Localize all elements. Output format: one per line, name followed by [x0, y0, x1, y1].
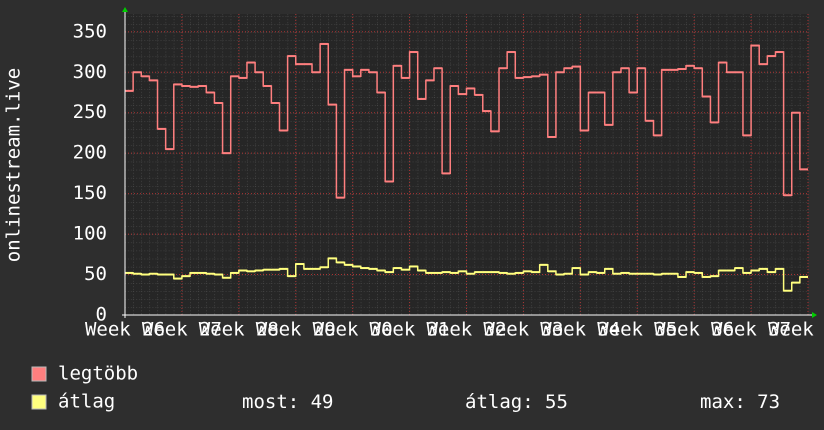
x-tick-label: Week 38 [768, 319, 824, 341]
x-tick-label: Week 36 [654, 319, 734, 341]
x-tick-label: Week 35 [597, 319, 677, 341]
y-tick-label: 200 [73, 142, 107, 164]
x-tick-label: Week 37 [711, 319, 791, 341]
plot [124, 14, 809, 316]
y-axis-title: onlinestream.live [3, 68, 25, 262]
stat-label: átlag: [465, 391, 534, 413]
x-tick-label: Week 29 [256, 319, 336, 341]
x-tick-label: Week 34 [540, 319, 620, 341]
x-tick-label: Week 30 [313, 319, 393, 341]
stat-value: 73 [757, 391, 780, 413]
stat-value: 49 [311, 391, 334, 413]
x-tick-label: Week 32 [426, 319, 506, 341]
legend-swatch [31, 394, 47, 410]
x-tick-label: Week 31 [370, 319, 450, 341]
x-tick-label: Week 26 [85, 319, 165, 341]
legend-label: átlag [58, 391, 115, 413]
stat: most: 49 [242, 391, 333, 413]
y-tick-label: 100 [73, 223, 107, 245]
x-tick-label: Week 33 [483, 319, 563, 341]
y-tick-label: 150 [73, 182, 107, 204]
y-arrow [122, 7, 128, 12]
stat: max: 73 [700, 391, 780, 413]
stat-label: most: [242, 391, 299, 413]
x-arrow [812, 312, 817, 318]
legend-swatch [31, 366, 47, 382]
stat: átlag: 55 [465, 391, 568, 413]
y-tick-label: 0 [96, 304, 107, 326]
step-connector [125, 257, 808, 292]
x-tick-label: Week 28 [199, 319, 279, 341]
y-tick-label: 250 [73, 101, 107, 123]
x-tick-label: Week 27 [142, 319, 222, 341]
y-tick-label: 50 [84, 263, 107, 285]
stat-value: 55 [545, 391, 568, 413]
step-connector [125, 43, 808, 199]
legend-label: legtöbb [58, 363, 138, 385]
y-tick-label: 350 [73, 20, 107, 42]
y-tick-label: 300 [73, 61, 107, 83]
stat-label: max: [700, 391, 746, 413]
